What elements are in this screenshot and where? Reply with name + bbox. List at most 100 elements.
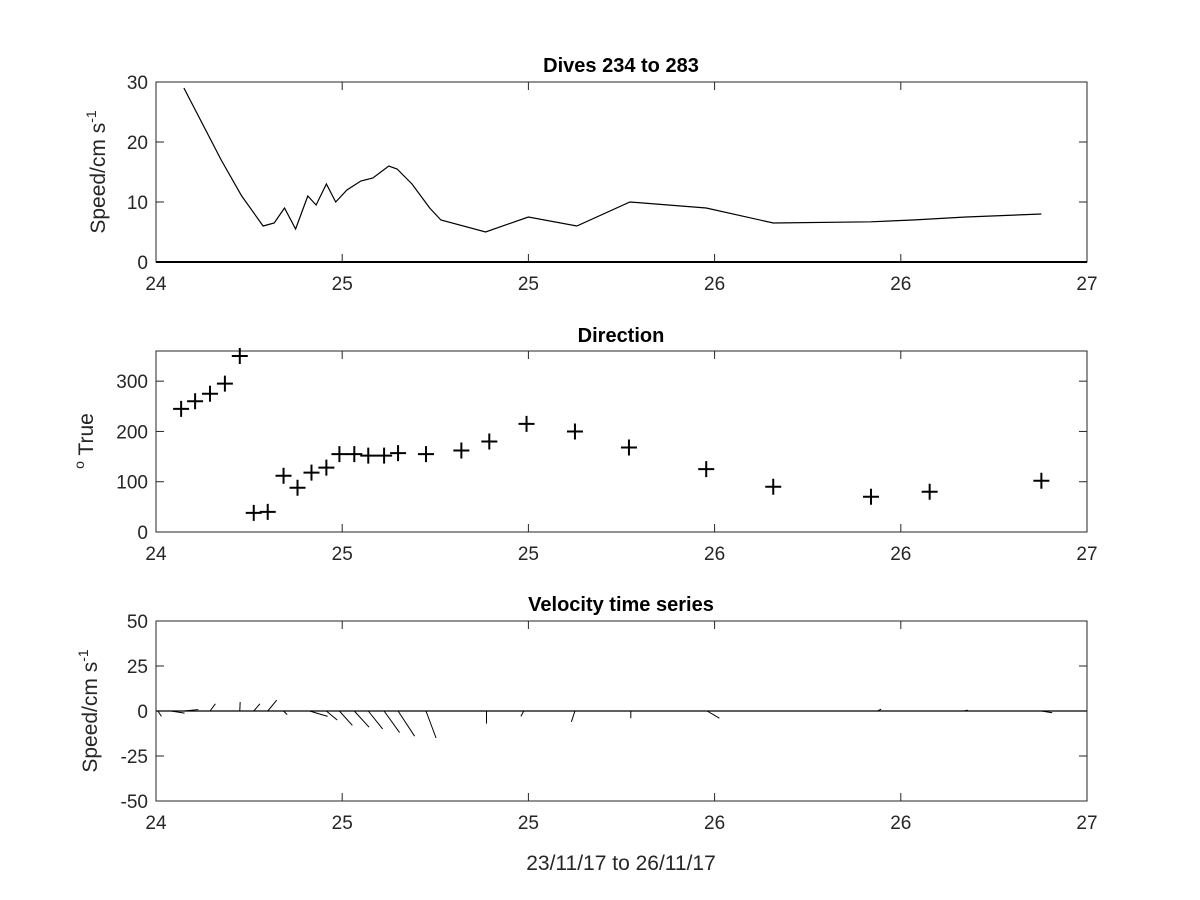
- speed-y-tick-label: 10: [127, 193, 148, 214]
- direction-point: [481, 433, 498, 450]
- speed-x-tick-label: 25: [518, 274, 539, 295]
- velocity-stick: [877, 708, 882, 712]
- velocity-y-tick-label: 50: [127, 612, 148, 633]
- direction-point: [173, 400, 190, 417]
- direction-y-tick-label: 300: [116, 372, 148, 393]
- direction-y-tick-label: 100: [116, 473, 148, 494]
- speed-line-series: [156, 87, 1087, 263]
- velocity-stick: [353, 710, 370, 728]
- velocity-stick: [570, 710, 576, 722]
- speed-y-tick-label: 0: [137, 253, 148, 274]
- velocity-stick: [253, 703, 261, 712]
- direction-point: [765, 478, 782, 495]
- direction-point: [518, 415, 535, 432]
- direction-point: [289, 479, 306, 496]
- speed-y-axis-label-main: Speed/cm s: [87, 123, 110, 234]
- direction-panel: 0 100 200 300 24 25 25 26 26 27 Direction o True: [71, 325, 1098, 565]
- velocity-stick: [267, 699, 278, 712]
- direction-point: [1033, 472, 1050, 489]
- velocity-stick: [425, 710, 437, 739]
- speed-x-tick-label: 24: [145, 274, 167, 295]
- direction-point: [231, 348, 248, 365]
- velocity-stick: [283, 710, 288, 715]
- velocity-x-tick-label: 26: [890, 813, 911, 834]
- direction-point: [376, 447, 393, 464]
- direction-point: [275, 467, 292, 484]
- direction-ticks: [155, 351, 1088, 533]
- velocity-stick: [170, 710, 185, 714]
- direction-point: [863, 488, 880, 505]
- velocity-stick: [520, 710, 525, 717]
- velocity-x-axis-label: 23/11/17 to 26/11/17: [526, 852, 716, 875]
- direction-y-axis-label-main: True: [75, 413, 98, 461]
- velocity-y-tick-label: 0: [137, 702, 148, 723]
- direction-y-axis-label: o True: [71, 413, 98, 469]
- velocity-stick: [963, 709, 968, 712]
- speed-chart-title: Dives 234 to 283: [543, 55, 699, 77]
- direction-point: [698, 461, 715, 478]
- direction-point: [417, 446, 434, 463]
- direction-point: [245, 504, 262, 521]
- direction-x-tick-label: 25: [518, 544, 539, 565]
- direction-axes-frame: [155, 350, 1088, 533]
- direction-point: [390, 445, 407, 462]
- velocity-y-axis-label-main: Speed/cm s: [79, 662, 102, 773]
- direction-point: [620, 439, 637, 456]
- speed-axes-frame: [155, 81, 1088, 263]
- direction-y-tick-label: 0: [137, 523, 148, 544]
- velocity-stick: [183, 709, 199, 712]
- direction-point: [921, 483, 938, 500]
- velocity-stick: [339, 710, 353, 726]
- speed-y-axis-label: Speed/cm s-1: [83, 110, 110, 234]
- direction-point: [259, 503, 276, 520]
- velocity-y-tick-label: -25: [121, 747, 148, 768]
- direction-x-tick-label: 25: [332, 544, 353, 565]
- direction-point: [453, 442, 470, 459]
- direction-point: [346, 446, 363, 463]
- velocity-stick: [309, 710, 328, 717]
- velocity-stick-series: [156, 699, 1087, 739]
- direction-y-axis-label-sup: o: [71, 461, 87, 469]
- direction-point: [360, 447, 377, 464]
- direction-x-tick-label: 27: [1076, 544, 1097, 565]
- velocity-stick: [209, 703, 216, 712]
- velocity-x-tick-labels: 24 25 25 26 26 27: [145, 813, 1097, 834]
- velocity-x-tick-label: 25: [332, 813, 353, 834]
- speed-x-tick-label: 26: [704, 274, 725, 295]
- velocity-y-axis-label: Speed/cm s-1: [75, 649, 102, 773]
- velocity-x-tick-label: 24: [145, 813, 167, 834]
- velocity-stick: [1041, 710, 1053, 714]
- speed-y-tick-label: 20: [127, 133, 148, 154]
- velocity-y-tick-labels: -50 -25 0 25 50: [121, 612, 148, 813]
- direction-point: [187, 393, 204, 410]
- direction-x-tick-label: 24: [145, 544, 167, 565]
- velocity-stick: [367, 710, 384, 730]
- velocity-chart-title: Velocity time series: [528, 594, 714, 616]
- velocity-y-tick-label: 25: [127, 657, 148, 678]
- direction-point: [201, 385, 218, 402]
- direction-scatter-series: [173, 348, 1050, 521]
- speed-x-tick-label: 25: [332, 274, 353, 295]
- speed-x-tick-label: 27: [1076, 274, 1097, 295]
- direction-y-tick-labels: 0 100 200 300: [116, 372, 148, 544]
- velocity-y-tick-label: -50: [121, 792, 148, 813]
- velocity-x-tick-label: 27: [1076, 813, 1097, 834]
- direction-x-tick-labels: 24 25 25 26 26 27: [145, 544, 1097, 565]
- velocity-x-tick-label: 26: [704, 813, 725, 834]
- speed-y-axis-label-sup: -1: [83, 110, 99, 123]
- speed-x-tick-label: 26: [890, 274, 911, 295]
- velocity-x-tick-label: 25: [518, 813, 539, 834]
- speed-y-tick-label: 30: [127, 73, 148, 94]
- direction-x-tick-label: 26: [890, 544, 911, 565]
- speed-x-tick-labels: 24 25 25 26 26 27: [145, 274, 1097, 295]
- direction-point: [318, 459, 335, 476]
- direction-point: [331, 446, 348, 463]
- speed-y-tick-labels: 0 10 20 30: [127, 73, 148, 274]
- speed-series-line: [183, 87, 1042, 233]
- velocity-stick: [157, 710, 162, 717]
- speed-panel: 0 10 20 30 24 25 25 26 26 27 Dives 234 to 283 Sp…: [83, 55, 1098, 295]
- direction-x-tick-label: 26: [704, 544, 725, 565]
- velocity-ticks: [155, 620, 1088, 802]
- direction-chart-title: Direction: [578, 325, 665, 347]
